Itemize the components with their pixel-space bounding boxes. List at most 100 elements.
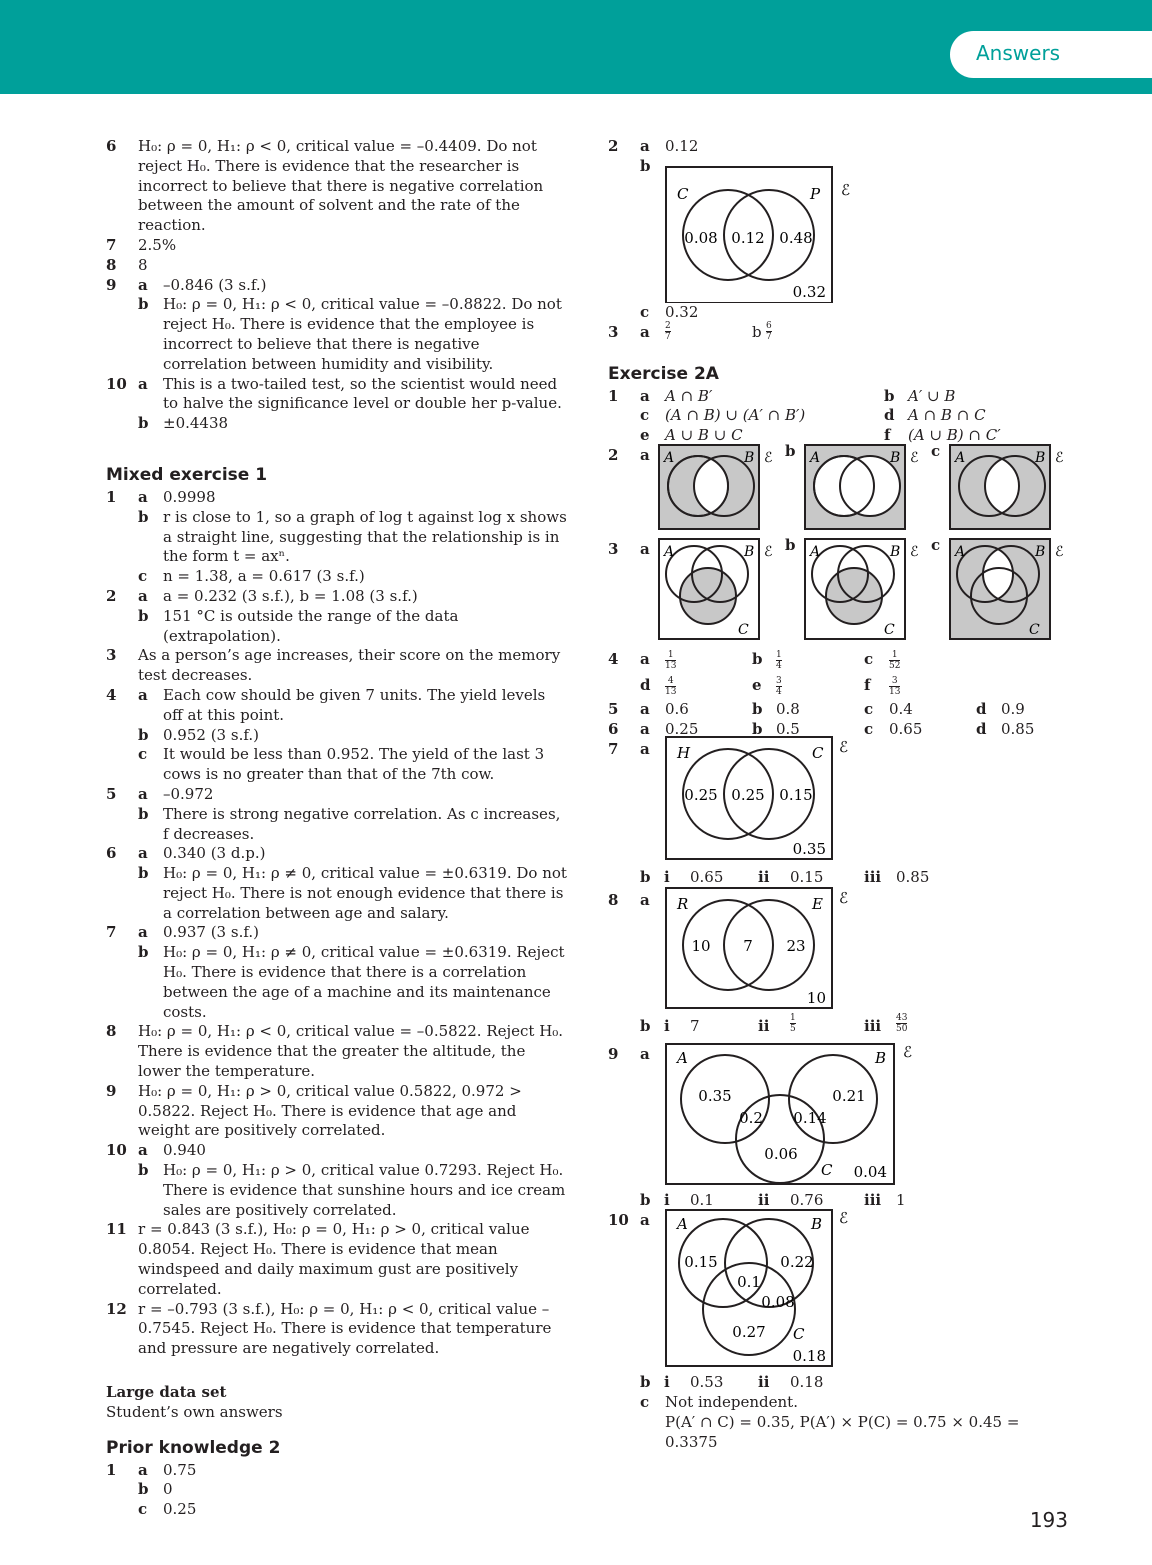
svg-text:C: C (812, 744, 824, 762)
venn-e3b: A B C ℰ (804, 537, 918, 640)
e9b: b i 0.1 ii 0.76 iii 1 (640, 1191, 906, 1210)
svg-text:0.1: 0.1 (737, 1273, 761, 1291)
mixed-exercise-heading: Mixed exercise 1 (106, 464, 268, 485)
m7a: 7 a 0.937 (3 s.f.) (106, 923, 259, 942)
exercise-2a-heading: Exercise 2A (608, 363, 719, 384)
fraction: 43 50 (896, 1013, 908, 1035)
svg-text:A: A (662, 450, 674, 466)
svg-text:ℰ: ℰ (764, 450, 772, 466)
q10a: 10 a This is a two-tailed test, so the sci… (106, 374, 562, 413)
svg-text:10: 10 (691, 937, 710, 955)
header-band: Answers (0, 0, 1152, 94)
universal-set-icon: ℰ (903, 1043, 912, 1061)
m4b: b 0.952 (3 s.f.) (138, 725, 259, 744)
e10a: 10 a A B C ℰ 0.15 0.22 0.1 0.08 0.27 0.18 (608, 1209, 1068, 1373)
svg-text:ℰ: ℰ (1055, 544, 1063, 560)
r-q2c: c 0.32 (640, 302, 699, 321)
q9b: b H₀: ρ = 0, H₁: ρ < 0, critical value = … (138, 295, 562, 373)
svg-text:C: C (1029, 622, 1040, 638)
q9a: 9 a –0.846 (3 s.f.) (106, 275, 267, 294)
svg-text:0.35: 0.35 (698, 1087, 731, 1105)
large-data-set-heading: Large data set (106, 1383, 227, 1402)
svg-text:C: C (793, 1325, 805, 1343)
svg-text:A: A (675, 1049, 688, 1067)
e10b: b i 0.53 ii 0.18 (640, 1373, 824, 1392)
venn-e3a: A B C ℰ (658, 537, 772, 640)
svg-text:A: A (675, 1215, 688, 1233)
svg-text:ℰ: ℰ (910, 450, 918, 466)
m5a: 5 a –0.972 (106, 784, 214, 803)
r-q2b-label: b C P ℰ 0.08 0.12 0.48 0.32 (608, 157, 1068, 303)
svg-text:B: B (743, 450, 754, 466)
svg-text:0.22: 0.22 (780, 1253, 813, 1271)
svg-text:B: B (810, 1215, 822, 1233)
e1-row2: c (A ∩ B) ∪ (A′ ∩ B′) d A ∩ B ∩ C (640, 406, 986, 425)
large-data-set-text: Student’s own answers (106, 1402, 283, 1421)
m6a: 6 a 0.340 (3 d.p.) (106, 844, 266, 863)
p1c: c 0.25 (138, 1500, 197, 1519)
svg-text:23: 23 (786, 937, 805, 955)
venn-diagram-q2: C P ℰ 0.08 0.12 0.48 0.32 (665, 165, 850, 303)
svg-text:ℰ: ℰ (764, 544, 772, 560)
m6b: b H₀: ρ = 0, H₁: ρ ≠ 0, critical value = … (138, 864, 567, 922)
m10a: 10 a 0.940 (106, 1141, 206, 1160)
m8: 8 H₀: ρ = 0, H₁: ρ < 0, critical value = … (106, 1022, 564, 1081)
svg-text:0.04: 0.04 (854, 1163, 887, 1181)
svg-text:0.21: 0.21 (832, 1087, 865, 1105)
svg-text:0.15: 0.15 (684, 1253, 717, 1271)
fraction: 1 13 (665, 649, 677, 671)
universal-set-icon: ℰ (839, 889, 848, 907)
m12: 12 r = –0.793 (3 s.f.), H₀: ρ = 0, H₁: ρ … (106, 1299, 552, 1358)
venn-diagram-e7: H C ℰ 0.25 0.25 0.15 0.35 (665, 735, 848, 860)
set-label: C (677, 185, 689, 203)
venn-diagram-e8: R E ℰ 10 7 23 10 (665, 887, 848, 1010)
q10b: b ±0.4438 (138, 414, 229, 433)
svg-text:A: A (662, 544, 674, 560)
svg-text:0.25: 0.25 (731, 786, 764, 804)
svg-text:C: C (821, 1161, 833, 1179)
fraction: 1 52 (889, 649, 901, 671)
svg-text:B: B (1034, 450, 1045, 466)
universal-set-icon: ℰ (839, 738, 848, 756)
e10c-line3: 0.3375 (665, 1432, 718, 1451)
q7: 7 2.5% (106, 235, 177, 254)
e5-row: 5 a 0.6 b 0.8 c 0.4 d 0.9 (608, 699, 1025, 718)
m11: 11 r = 0.843 (3 s.f.), H₀: ρ = 0, H₁: ρ >… (106, 1220, 530, 1298)
e6-row: 6 a 0.25 b 0.5 c 0.65 d 0.85 (608, 719, 1035, 738)
region-value: 0.32 (793, 283, 826, 301)
svg-text:B: B (1034, 544, 1045, 560)
svg-text:0.14: 0.14 (793, 1109, 826, 1127)
svg-text:0.35: 0.35 (793, 840, 826, 858)
m7b: b H₀: ρ = 0, H₁: ρ ≠ 0, critical value = … (138, 943, 565, 1021)
m4c: c It would be less than 0.952. The yield … (138, 745, 545, 784)
svg-text:0.06: 0.06 (764, 1145, 797, 1163)
svg-text:A: A (808, 450, 820, 466)
svg-text:E: E (811, 895, 823, 913)
svg-text:ℰ: ℰ (910, 544, 918, 560)
svg-text:H: H (676, 744, 691, 762)
set-label: P (809, 185, 821, 203)
prior-knowledge-heading: Prior knowledge 2 (106, 1437, 281, 1458)
svg-text:0.08: 0.08 (761, 1293, 794, 1311)
m3: 3 As a person’s age increases, their scor… (106, 646, 561, 685)
venn-e3c: A B C ℰ (949, 537, 1063, 640)
m10b: b H₀: ρ = 0, H₁: ρ > 0, critical value 0.… (138, 1161, 566, 1219)
